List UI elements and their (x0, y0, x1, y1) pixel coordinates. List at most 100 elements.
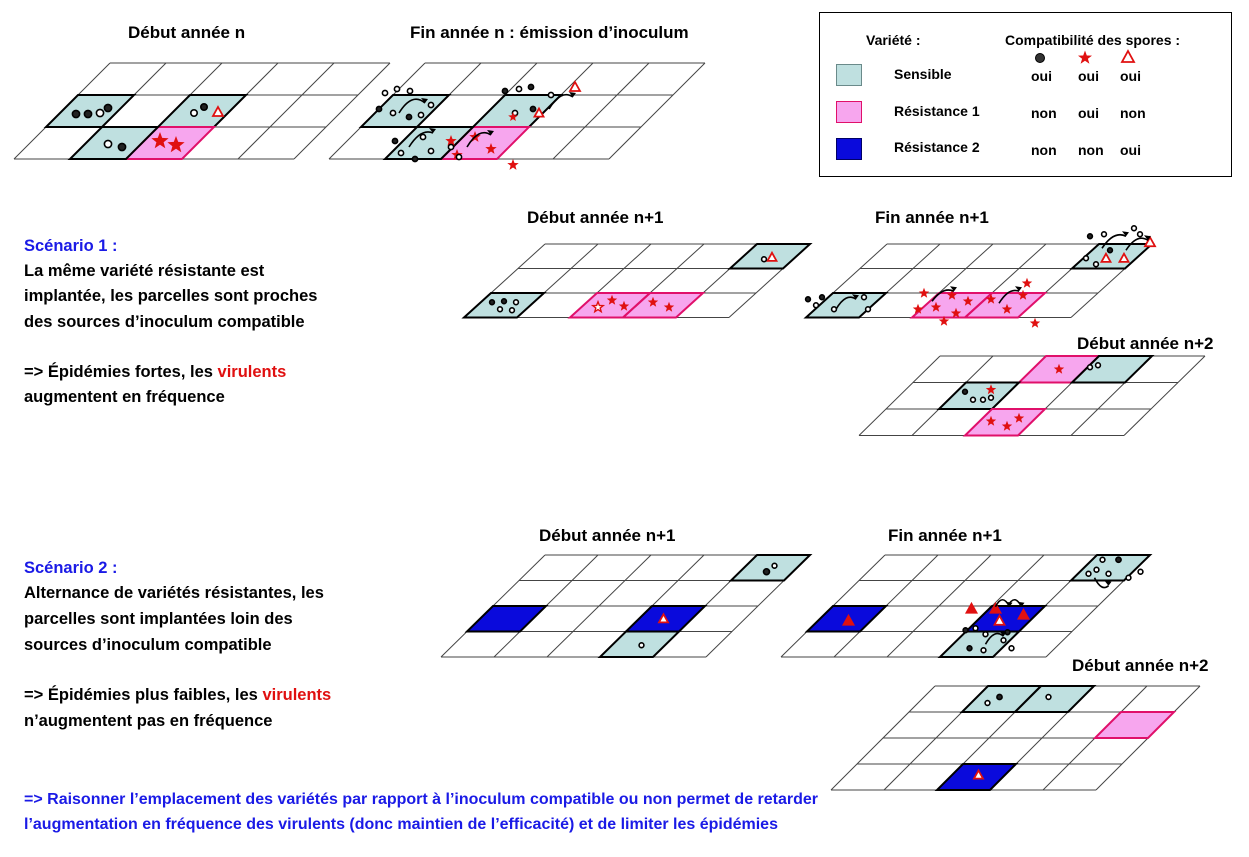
spore-dot-icon (1082, 255, 1090, 262)
spore-dot-icon (760, 256, 768, 263)
scenario1-line1: La même variété résistante est (24, 262, 265, 280)
spore-dot-icon (1086, 364, 1094, 371)
legend-variete-label: Variété : (866, 32, 921, 48)
dispersal-arrow (466, 131, 492, 148)
spore-dot-icon (962, 627, 969, 634)
red-star-icon (912, 303, 924, 314)
red-triangle-icon (211, 105, 225, 117)
spore-dot-icon (979, 396, 987, 403)
conclusion-line1: => Raisonner l’emplacement des variétés … (24, 791, 819, 808)
spore-dot-icon (1130, 225, 1138, 232)
grid-fin-n-cell-S (361, 95, 449, 127)
red-star-icon (1029, 317, 1041, 328)
dispersal-arrow (931, 289, 955, 302)
spore-dot-icon (447, 143, 455, 151)
scenario1-conclusion-line1: => Épidémies fortes, les virulents (24, 363, 286, 382)
title-s2-fin-n1: Fin année n+1 (888, 526, 1002, 545)
red-triangle-icon (841, 613, 856, 626)
grid-s2-debut-n1-cell-border (597, 630, 682, 658)
spore-dot-icon (804, 296, 812, 303)
spore-dot-icon (389, 109, 397, 117)
spore-dot-icon (972, 625, 979, 632)
scenario1-title: Scénario 1 : (24, 237, 118, 255)
spore-dot-icon (547, 91, 555, 99)
grid-s2-debut-n1-cell-border (464, 605, 549, 633)
spore-dot-icon (980, 647, 987, 654)
spore-dot-icon (117, 142, 127, 152)
grid-s1-debut-n2-cell-S (939, 382, 1019, 409)
red-star-icon (985, 384, 997, 395)
spore-dot-icon (987, 394, 995, 401)
spore-dot-icon (1137, 568, 1144, 575)
red-star-icon (930, 301, 942, 312)
spore-dot-icon (1094, 362, 1102, 369)
spore-dot-icon (864, 306, 872, 313)
spore-dot-icon (501, 87, 509, 95)
scenario1-virulents: virulents (217, 363, 287, 381)
grid-fin-n-cell-R1 (441, 127, 529, 159)
legend-row-r2-v2: non (1078, 142, 1104, 158)
spore-dot-icon (71, 109, 81, 119)
grid-s1-debut-n2-cell-R1 (965, 409, 1045, 436)
swatch-resistance-1 (836, 101, 862, 123)
grid-s1-debut-n2-vline (858, 355, 941, 436)
red-star-icon (1021, 277, 1033, 288)
grid-fin-n-cell-border (382, 126, 476, 160)
dispersal-arrow (984, 632, 1005, 645)
red-triangle-icon (532, 106, 546, 118)
scenario1-conclusion-text: => Épidémies fortes, les (24, 363, 218, 381)
red-star-icon (1013, 412, 1025, 423)
scenario2-virulents: virulents (262, 686, 332, 704)
spore-dot-icon (1100, 231, 1108, 238)
red-triangle-icon (1120, 49, 1136, 63)
red-triangle-icon (568, 80, 582, 92)
arrowhead (487, 130, 494, 135)
legend-row-sensible-v3: oui (1120, 68, 1141, 84)
spore-dot-icon (488, 299, 496, 306)
title-s1-debut-n2: Début année n+2 (1077, 334, 1214, 353)
dispersal-arrow (548, 93, 574, 110)
spore-dot-icon (406, 87, 414, 95)
red-triangle-icon (1099, 251, 1113, 263)
arrowhead (852, 294, 859, 300)
red-star-icon (946, 289, 958, 300)
grid-s1-debut-n2-cell-border (1069, 355, 1155, 384)
red-star-icon (618, 300, 630, 311)
grid-debut-n-cell-S (70, 127, 158, 159)
grid-debut-n-cell-S (158, 95, 246, 127)
arrowhead (421, 98, 428, 103)
grid-s1-debut-n1-cell-border (620, 292, 706, 319)
dispersal-arrow (398, 98, 426, 114)
arrowhead (1017, 601, 1025, 607)
grid-s2-fin-n1-vline (886, 554, 992, 658)
dispersal-arrow (1101, 233, 1127, 249)
grid-s1-debut-n1-cell-S (464, 293, 544, 318)
grid-s1-fin-n1-cell-R1 (912, 293, 992, 318)
grid-s2-debut-n2-cell-border (1012, 685, 1097, 713)
spore-dot-icon (95, 108, 105, 118)
grid-s2-fin-n1-cell-border (1068, 554, 1153, 582)
spore-dot-icon (405, 113, 413, 121)
scenario2-conclusion-line1: => Épidémies plus faibles, les virulents (24, 686, 331, 705)
spore-dot-icon (860, 294, 868, 301)
spore-dot-icon (1085, 570, 1092, 577)
spore-dot-icon (427, 101, 435, 109)
red-star-icon (507, 159, 519, 170)
spore-dot-icon (527, 83, 535, 91)
legend-row-r2-label: Résistance 2 (894, 139, 980, 155)
red-star-icon (950, 307, 962, 318)
legend-row-r2-v3: oui (1120, 142, 1141, 158)
grid-s1-fin-n1-cell-border (962, 292, 1048, 319)
legend-spore-icons (1035, 49, 1136, 64)
red-star-icon (647, 296, 659, 307)
spore-dot-icon (812, 302, 820, 309)
red-star-icon (445, 135, 457, 146)
spore-dot-icon (1099, 556, 1106, 563)
spore-dot-icon (500, 298, 508, 305)
spore-dot-icon (830, 306, 838, 313)
title-debut-n: Début année n (128, 23, 246, 42)
red-star-icon (1001, 420, 1013, 431)
legend-row-r1-v2: oui (1078, 105, 1099, 121)
spore-dot-icon (375, 105, 383, 113)
grid-s2-debut-n2-cell-border (934, 763, 1019, 791)
